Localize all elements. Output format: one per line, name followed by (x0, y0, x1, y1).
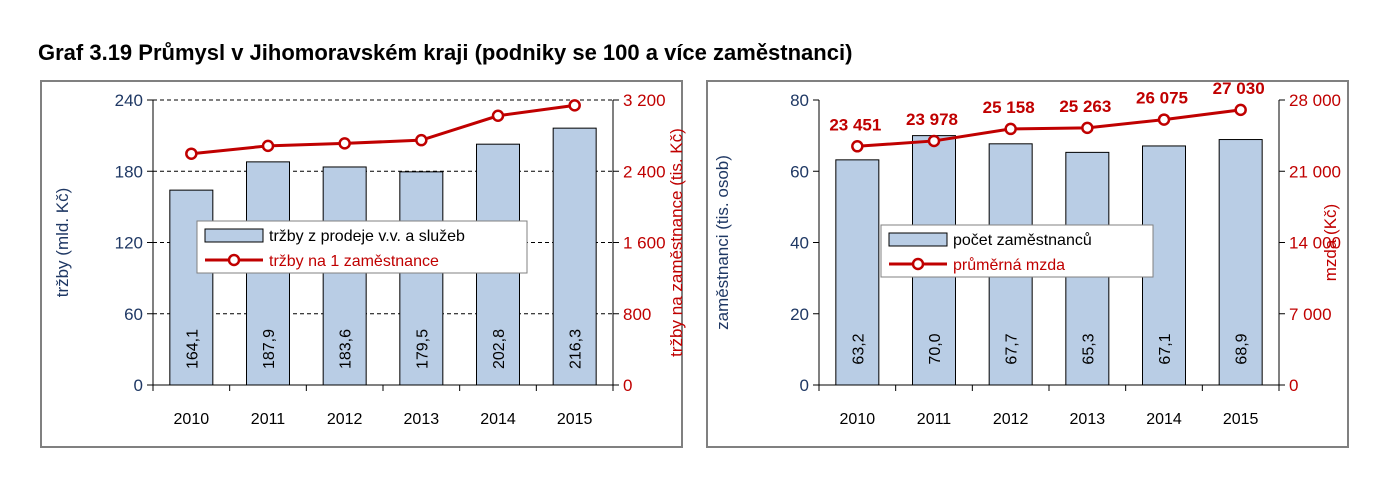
employees-y-tick-label: 80 (790, 91, 809, 110)
employees-y-tick-label: 20 (790, 305, 809, 324)
revenue-legend-line-label: tržby na 1 zaměstnance (269, 253, 439, 270)
employees-line-point (1081, 121, 1094, 135)
revenue-line-point (185, 147, 198, 160)
employees-y-axis-title: zaměstnanci (tis. osob) (713, 155, 732, 330)
revenue-x-tick-label: 2010 (174, 411, 210, 428)
employees-y2-tick-label: 0 (1289, 376, 1298, 395)
employees-line-point (851, 140, 864, 153)
employees-line-label: 23 451 (829, 115, 881, 134)
employees-line-label: 25 158 (983, 98, 1035, 117)
employees-x-tick-label: 2012 (993, 411, 1029, 428)
revenue-legend-line-marker (227, 253, 241, 267)
revenue-y-tick-label: 60 (124, 305, 143, 324)
revenue-line-point (415, 133, 428, 147)
employees-line-label: 27 030 (1213, 80, 1265, 98)
revenue-bar-label: 202,8 (491, 329, 508, 369)
employees-y2-tick-label: 21 000 (1289, 162, 1341, 181)
revenue-y2-tick-label: 0 (623, 376, 632, 395)
employees-line-point (1004, 122, 1017, 136)
revenue-x-tick-label: 2012 (327, 411, 363, 428)
employees-x-tick-label: 2015 (1223, 411, 1259, 428)
employees-y2-tick-label: 7 000 (1289, 305, 1332, 324)
revenue-x-tick-label: 2014 (480, 411, 516, 428)
employees-bar (1218, 139, 1263, 386)
revenue-y-tick-label: 240 (115, 91, 143, 110)
revenue-y2-tick-label: 800 (623, 305, 651, 324)
revenue-y-tick-label: 0 (134, 376, 143, 395)
chart-title: Graf 3.19 Průmysl v Jihomoravském kraji … (38, 40, 853, 65)
revenue-line-point (338, 137, 351, 150)
employees-line-label: 25 263 (1059, 97, 1111, 116)
revenue-x-tick-label: 2015 (557, 411, 593, 428)
chart-employees: 63,2 70,0 67,7 65,3 67,1 68,9 2010 2011 2012 2013… (706, 80, 1349, 448)
employees-line-point (1157, 113, 1171, 126)
revenue-legend-bar-label: tržby z prodeje v.v. a služeb (269, 228, 465, 245)
employees-bar-label: 67,1 (1157, 333, 1174, 364)
employees-y-tick-label: 0 (800, 376, 809, 395)
revenue-bar-label: 164,1 (184, 329, 201, 369)
employees-y-tick-label: 60 (790, 162, 809, 181)
employees-bar (835, 159, 880, 386)
employees-y2-tick-label: 28 000 (1289, 91, 1341, 110)
revenue-bar-label: 183,6 (338, 329, 355, 369)
revenue-legend-bar-swatch (204, 228, 264, 243)
revenue-bar-label: 187,9 (261, 329, 278, 369)
revenue-y2-tick-label: 2 400 (623, 162, 666, 181)
employees-x-tick-label: 2014 (1146, 411, 1182, 428)
employees-x-tick-label: 2011 (917, 411, 952, 428)
employees-x-tick-label: 2010 (840, 411, 876, 428)
employees-line-point (927, 134, 941, 148)
employees-bar-label: 67,7 (1004, 333, 1021, 364)
employees-x-tick-label: 2013 (1070, 411, 1106, 428)
employees-bar-label: 70,0 (927, 333, 944, 364)
employees-bar-label: 63,2 (850, 333, 867, 364)
employees-legend-line-label: průměrná mzda (953, 256, 1065, 274)
revenue-x-tick-label: 2013 (404, 411, 440, 428)
employees-y2-axis-title: mzda (Kč) (1321, 204, 1340, 281)
revenue-bar-label: 179,5 (414, 329, 431, 369)
employees-bar-label: 68,9 (1234, 333, 1251, 364)
revenue-line-series (191, 103, 575, 156)
revenue-line-point (261, 139, 275, 153)
employees-legend-line-marker (911, 257, 925, 271)
employees-bar-label: 65,3 (1080, 333, 1097, 364)
chart-revenue: 164,1 187,9 183,6 179,5 202,8 216,3 2010 2011 20… (40, 80, 686, 448)
revenue-y-tick-label: 120 (115, 234, 143, 253)
revenue-y2-tick-label: 1 600 (623, 234, 666, 253)
revenue-bar (322, 166, 367, 386)
revenue-y-axis-title: tržby (mld. Kč) (53, 188, 72, 298)
employees-legend-bar-swatch (888, 232, 948, 247)
employees-y-tick-label: 40 (790, 234, 809, 253)
revenue-x-tick-label: 2011 (251, 411, 286, 428)
employees-line-point (1234, 103, 1247, 117)
revenue-y2-tick-label: 3 200 (623, 91, 666, 110)
revenue-bar-label: 216,3 (568, 329, 585, 369)
revenue-y2-axis-title: tržby na zaměstnance (tis. Kč) (667, 128, 686, 357)
employees-line-series (857, 108, 1241, 148)
employees-y2-tick-label: 14 000 (1289, 234, 1341, 253)
employees-legend-bar-label: počet zaměstnanců (953, 231, 1092, 249)
employees-line-label: 26 075 (1136, 89, 1188, 108)
revenue-line-point (568, 99, 581, 112)
revenue-y-tick-label: 180 (115, 162, 143, 181)
employees-line-label: 23 978 (906, 110, 958, 129)
revenue-line-point (491, 109, 505, 123)
